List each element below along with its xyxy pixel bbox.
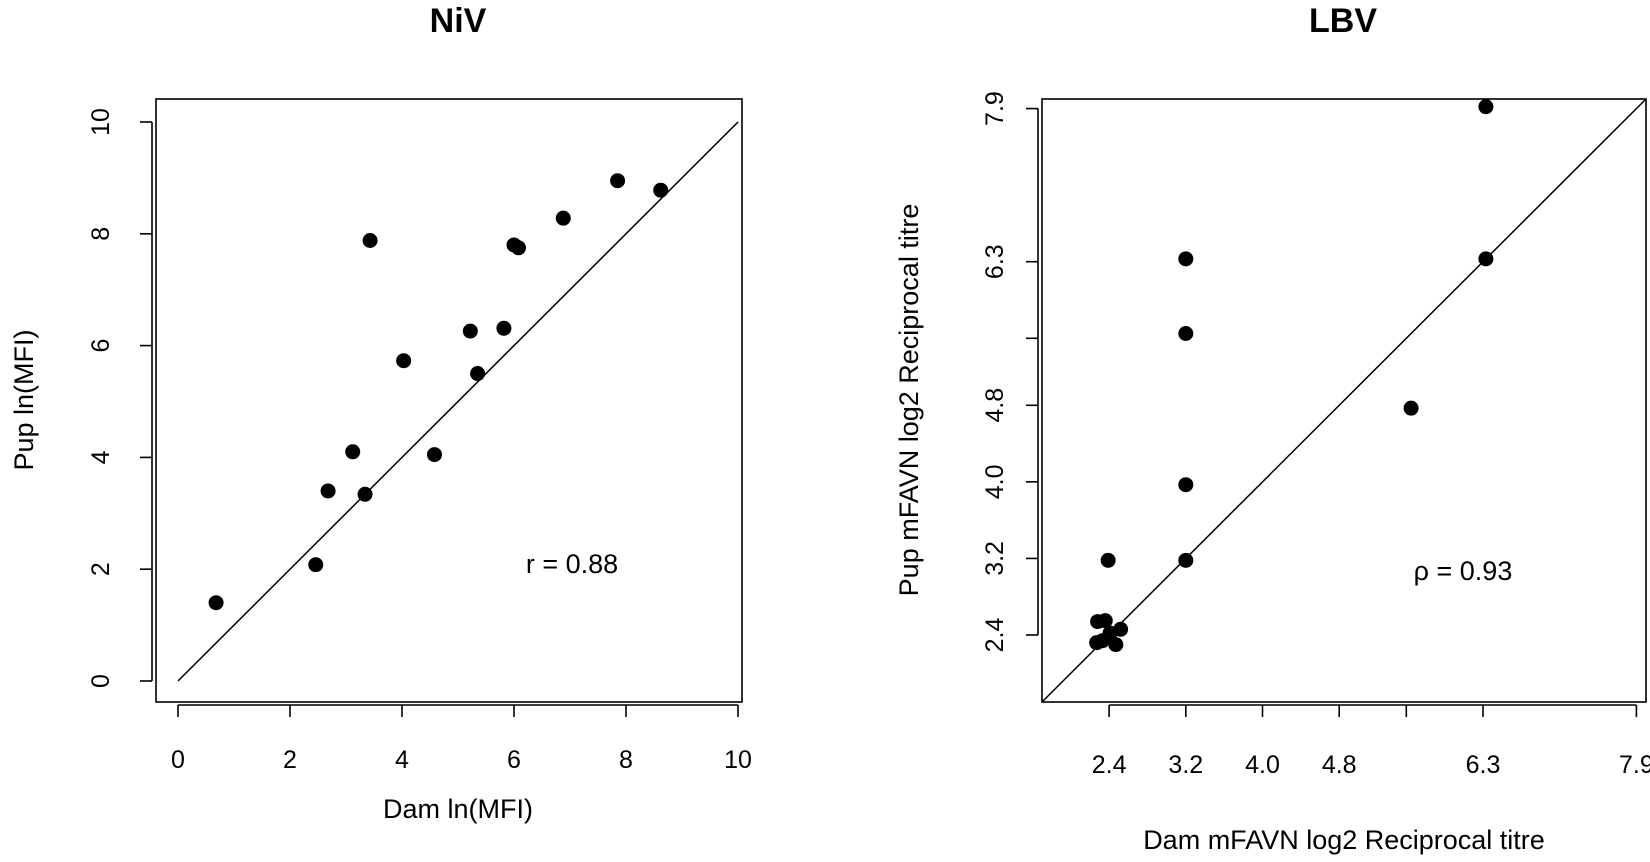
lbv-x-tick-label: 7.9 (1619, 751, 1650, 779)
niv-identity-line (177, 121, 739, 682)
lbv-x-tick-label: 4.0 (1245, 751, 1280, 779)
niv-y-tick-label: 4 (87, 450, 115, 464)
niv-data-point (510, 240, 526, 256)
lbv-correlation-annotation: ρ = 0.93 (1414, 556, 1513, 586)
niv-data-point (357, 486, 373, 502)
lbv-y-tick-label: 6.3 (981, 244, 1009, 279)
niv-data-point (462, 323, 478, 339)
niv-data-point (345, 444, 361, 460)
niv-data-point (496, 320, 512, 336)
lbv-x-tick-label: 4.8 (1322, 751, 1357, 779)
lbv-x-tick-label: 2.4 (1092, 751, 1127, 779)
niv-x-tick-label: 6 (507, 746, 521, 774)
lbv-y-tick-label: 3.2 (981, 541, 1009, 576)
lbv-y-tick-label: 7.9 (981, 91, 1009, 126)
niv-y-tick-label: 6 (87, 339, 115, 353)
lbv-data-point (1108, 637, 1124, 653)
niv-data-point (610, 173, 626, 189)
niv-data-point (208, 595, 224, 611)
niv-data-point (308, 557, 324, 573)
lbv-data-point (1100, 552, 1116, 568)
niv-y-tick-label: 0 (87, 674, 115, 688)
niv-x-tick-label: 10 (724, 746, 752, 774)
niv-data-point (555, 210, 571, 226)
lbv-data-point (1178, 477, 1194, 493)
lbv-identity-line (1041, 98, 1647, 703)
lbv-title: LBV (1309, 2, 1377, 40)
lbv-panel: LBV Dam mFAVN log2 Reciprocal titre Pup … (894, 2, 1650, 855)
lbv-data-point (1178, 326, 1194, 341)
niv-marks: 0 2 4 6 8 10 0 2 4 6 8 10 (87, 108, 752, 774)
lbv-marks: 2.4 3.2 4.0 4.8 6.3 7.9 2.4 3.2 4.0 4.8 6.3 7.9 (981, 91, 1650, 779)
lbv-y-tick-label: 4.8 (981, 388, 1009, 423)
niv-correlation-annotation: r = 0.88 (526, 549, 618, 579)
lbv-data-point (1113, 621, 1129, 637)
niv-x-tick-label: 8 (619, 746, 633, 774)
lbv-x-tick-label: 3.2 (1168, 751, 1203, 779)
niv-x-tick-label: 4 (395, 746, 409, 774)
lbv-plot-frame (1041, 98, 1647, 703)
niv-data-point (396, 353, 412, 369)
lbv-y-tick-label: 4.0 (981, 464, 1009, 499)
lbv-data-point (1478, 251, 1494, 267)
niv-data-point (470, 366, 486, 382)
lbv-data-point (1097, 613, 1113, 629)
niv-data-point (320, 483, 336, 499)
lbv-y-tick-label: 2.4 (981, 618, 1009, 653)
lbv-x-axis-label: Dam mFAVN log2 Reciprocal titre (1143, 825, 1545, 855)
niv-y-tick-label: 8 (87, 227, 115, 241)
lbv-x-tick-label: 6.3 (1466, 751, 1501, 779)
lbv-data-point (1403, 400, 1419, 416)
niv-x-tick-label: 2 (283, 746, 297, 774)
niv-data-point (426, 447, 442, 463)
niv-plot-frame (155, 98, 743, 703)
niv-title: NiV (430, 2, 487, 40)
niv-y-tick-label: 2 (87, 562, 115, 576)
niv-y-tick-label: 10 (87, 108, 115, 136)
niv-x-tick-label: 0 (171, 746, 185, 774)
niv-x-axis-label: Dam ln(MFI) (383, 794, 533, 824)
lbv-data-point (1478, 99, 1494, 115)
niv-panel: NiV Dam ln(MFI) Pup ln(MFI) r = 0.88 0 2 4… (9, 2, 752, 824)
lbv-y-axis-label: Pup mFAVN log2 Reciprocal titre (894, 204, 924, 597)
niv-data-point (653, 182, 669, 198)
niv-data-point (362, 233, 378, 249)
lbv-data-point (1178, 552, 1194, 568)
lbv-data-point (1178, 251, 1194, 267)
niv-y-axis-label: Pup ln(MFI) (9, 329, 39, 470)
